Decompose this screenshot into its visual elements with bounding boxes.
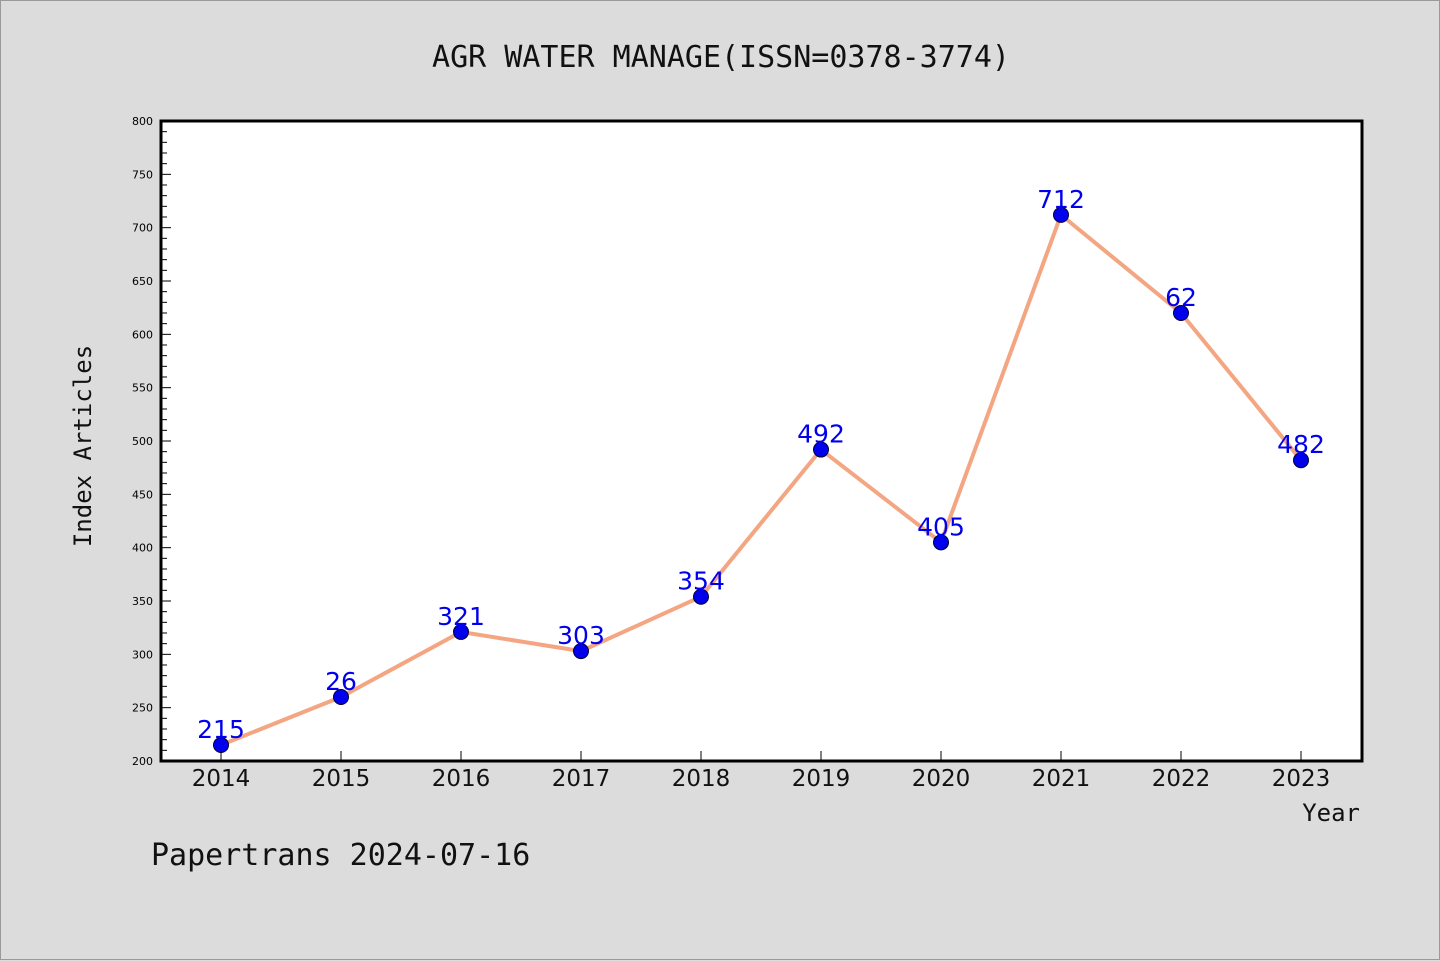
x-tick-label: 2017 (552, 766, 611, 792)
data-label: 303 (557, 621, 605, 650)
y-tick-label: 700 (132, 222, 153, 235)
y-axis-title: Index Articles (69, 345, 97, 547)
data-label: 62 (1165, 283, 1197, 312)
y-tick-label: 200 (132, 755, 153, 768)
data-point (1173, 305, 1189, 321)
y-tick-label: 450 (132, 488, 153, 501)
y-tick-label: 750 (132, 168, 153, 181)
y-tick-label: 400 (132, 542, 153, 555)
y-tick-label: 250 (132, 702, 153, 715)
y-tick-label: 350 (132, 595, 153, 608)
x-tick-label: 2016 (432, 766, 491, 792)
x-axis-title: Year (1302, 799, 1360, 827)
x-tick-label: 2018 (672, 766, 731, 792)
x-tick-label: 2021 (1032, 766, 1091, 792)
chart-title: AGR WATER MANAGE(ISSN=0378-3774) (432, 40, 1010, 75)
plot-area (159, 119, 1364, 763)
data-point (573, 643, 589, 660)
x-tick-label: 2022 (1152, 766, 1211, 792)
data-point (1053, 206, 1069, 223)
data-label: 354 (677, 567, 725, 596)
x-tick-label: 2020 (912, 766, 971, 792)
data-label: 405 (917, 512, 965, 541)
data-label: 482 (1277, 430, 1325, 459)
data-point (333, 689, 349, 705)
footer-credit: Papertrans 2024-07-16 (151, 838, 530, 873)
y-tick-label: 300 (132, 648, 153, 661)
y-tick-label: 650 (132, 275, 153, 288)
data-point (1293, 452, 1309, 469)
data-label: 321 (437, 602, 485, 631)
data-point (453, 623, 469, 640)
x-tick-label: 2023 (1272, 766, 1331, 792)
data-point (213, 737, 229, 753)
x-tick-label: 2015 (312, 766, 371, 792)
data-point (933, 534, 949, 551)
data-label: 26 (325, 667, 357, 696)
y-axis: 200 250 300 350 400 450 500 550 600 650 700 750 800 (132, 115, 171, 768)
series-group: 215 26 321 303 354 492 405 712 62 482 (197, 185, 1325, 753)
x-tick-label: 2014 (192, 766, 251, 792)
x-axis: 2014 2015 2016 2017 2018 2019 2020 2021 2022 2023 (192, 751, 1331, 792)
x-tick-label: 2019 (792, 766, 851, 792)
data-label: 215 (197, 715, 245, 744)
data-label: 492 (797, 420, 845, 449)
data-point (693, 588, 709, 605)
y-tick-label: 500 (132, 435, 153, 448)
y-tick-label: 600 (132, 328, 153, 341)
y-tick-label: 800 (132, 115, 153, 128)
data-label: 712 (1037, 185, 1085, 214)
y-tick-label: 550 (132, 382, 153, 395)
series-line (220, 212, 1303, 747)
data-point (813, 441, 829, 458)
